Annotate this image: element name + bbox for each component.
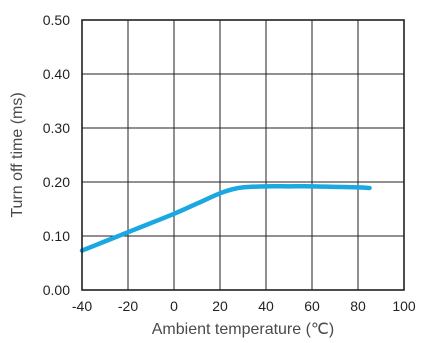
y-tick-label: 0.40 [43, 66, 70, 82]
x-tick-labels: -40 -20 0 20 40 60 80 100 [72, 298, 416, 314]
x-tick-label: 100 [392, 298, 416, 314]
x-tick-label: -20 [118, 298, 138, 314]
x-tick-label: 20 [212, 298, 228, 314]
y-axis-label: Turn off time (ms) [9, 92, 26, 217]
y-tick-label: 0.10 [43, 228, 70, 244]
plot-frame [81, 19, 405, 291]
y-tick-label: 0.50 [43, 12, 70, 28]
grid [82, 20, 404, 290]
y-tick-label: 0.00 [43, 282, 70, 298]
x-tick-label: 80 [350, 298, 366, 314]
y-tick-labels: 0.00 0.10 0.20 0.30 0.40 0.50 [43, 12, 70, 298]
x-tick-label: 60 [304, 298, 320, 314]
x-tick-label: 40 [258, 298, 274, 314]
x-tick-label: -40 [72, 298, 92, 314]
series-line [79, 183, 372, 253]
x-axis-label: Ambient temperature (℃) [152, 321, 334, 338]
x-tick-label: 0 [170, 298, 178, 314]
y-tick-label: 0.30 [43, 120, 70, 136]
y-tick-label: 0.20 [43, 174, 70, 190]
series-layer [79, 183, 372, 253]
